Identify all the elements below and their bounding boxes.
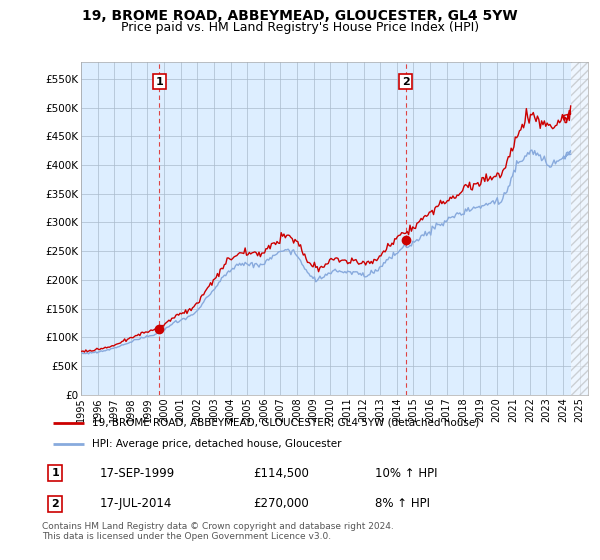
Text: 10% ↑ HPI: 10% ↑ HPI <box>374 467 437 480</box>
Text: HPI: Average price, detached house, Gloucester: HPI: Average price, detached house, Glou… <box>92 439 341 449</box>
Text: 8% ↑ HPI: 8% ↑ HPI <box>374 497 430 510</box>
Text: Price paid vs. HM Land Registry's House Price Index (HPI): Price paid vs. HM Land Registry's House … <box>121 21 479 34</box>
Text: 17-SEP-1999: 17-SEP-1999 <box>100 467 175 480</box>
Text: 1: 1 <box>155 77 163 87</box>
Text: 1: 1 <box>52 468 59 478</box>
Text: Contains HM Land Registry data © Crown copyright and database right 2024.
This d: Contains HM Land Registry data © Crown c… <box>42 522 394 542</box>
Text: 2: 2 <box>402 77 410 87</box>
Text: 19, BROME ROAD, ABBEYMEAD, GLOUCESTER, GL4 5YW: 19, BROME ROAD, ABBEYMEAD, GLOUCESTER, G… <box>82 9 518 23</box>
Bar <box>571 62 588 395</box>
Text: £270,000: £270,000 <box>253 497 309 510</box>
Text: £114,500: £114,500 <box>253 467 309 480</box>
Text: 17-JUL-2014: 17-JUL-2014 <box>100 497 172 510</box>
Text: 2: 2 <box>52 499 59 509</box>
Text: 19, BROME ROAD, ABBEYMEAD, GLOUCESTER, GL4 5YW (detached house): 19, BROME ROAD, ABBEYMEAD, GLOUCESTER, G… <box>92 418 479 428</box>
